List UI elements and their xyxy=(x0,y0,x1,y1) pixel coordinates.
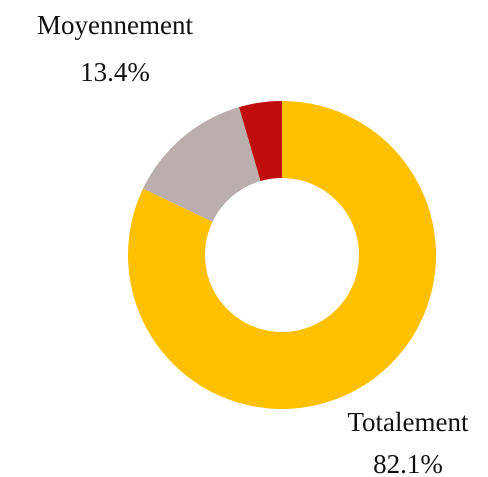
donut-slice xyxy=(143,107,261,222)
slice-label: Moyennement xyxy=(37,10,193,40)
donut-slice xyxy=(239,101,282,182)
slice-label: Totalement xyxy=(347,407,469,437)
donut-slice xyxy=(127,101,436,410)
slice-value-label: 13.4% xyxy=(80,57,150,87)
slice-value-label: 82.1% xyxy=(373,449,443,477)
